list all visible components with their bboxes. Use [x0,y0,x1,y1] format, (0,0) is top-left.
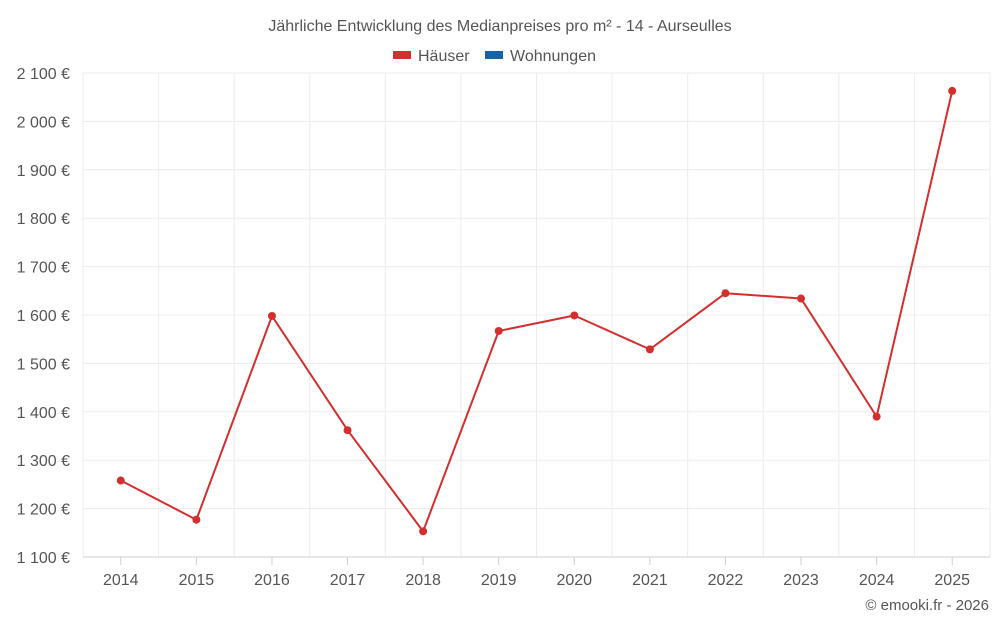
y-tick-label: 1 800 € [17,211,70,228]
y-tick-label: 1 600 € [17,308,70,325]
y-tick-label: 2 000 € [17,114,70,131]
x-tick-label: 2017 [330,572,366,589]
data-point [267,311,276,320]
legend-swatch-0 [393,51,411,59]
x-tick-label: 2021 [632,572,668,589]
y-tick-label: 1 500 € [17,356,70,373]
data-point [494,326,503,335]
y-tick-label: 1 200 € [17,502,70,519]
x-tick-label: 2019 [481,572,517,589]
grid [82,72,991,558]
y-axis: 1 100 € 1 200 € 1 300 € 1 400 € 1 500 € 1 600… [17,66,70,567]
x-axis: 2014 2015 2016 2017 2018 2019 2020 2021 2022 2023… [103,557,970,589]
legend-label: Wohnungen [510,48,596,65]
x-tick-label: 2024 [859,572,895,589]
data-point [570,311,579,320]
x-tick-label: 2020 [556,572,592,589]
x-tick-label: 2015 [179,572,215,589]
legend: Häuser Wohnungen [393,48,596,65]
data-point [797,294,806,303]
data-point [948,86,957,95]
legend-label: Häuser [418,48,470,65]
x-tick-label: 2016 [254,572,290,589]
y-tick-label: 1 100 € [17,550,70,567]
y-tick-label: 1 300 € [17,453,70,470]
plot-area [116,86,957,536]
x-tick-label: 2014 [103,572,139,589]
y-tick-label: 1 900 € [17,163,70,180]
chart-title: Jährliche Entwicklung des Medianpreises … [268,18,731,35]
data-point [343,426,352,435]
credit-text: © emooki.fr - 2026 [865,597,989,614]
data-point [116,476,125,485]
data-point [419,527,428,536]
legend-swatch-1 [485,51,503,59]
x-tick-label: 2018 [405,572,441,589]
data-point [192,515,201,524]
x-tick-label: 2022 [708,572,744,589]
y-tick-label: 1 700 € [17,260,70,277]
x-tick-label: 2023 [783,572,819,589]
data-point [645,345,654,354]
series-line-0 [120,90,954,533]
y-tick-label: 2 100 € [17,66,70,83]
data-point [872,412,881,421]
data-point [721,289,730,298]
x-tick-label: 2025 [934,572,970,589]
y-tick-label: 1 400 € [17,405,70,422]
